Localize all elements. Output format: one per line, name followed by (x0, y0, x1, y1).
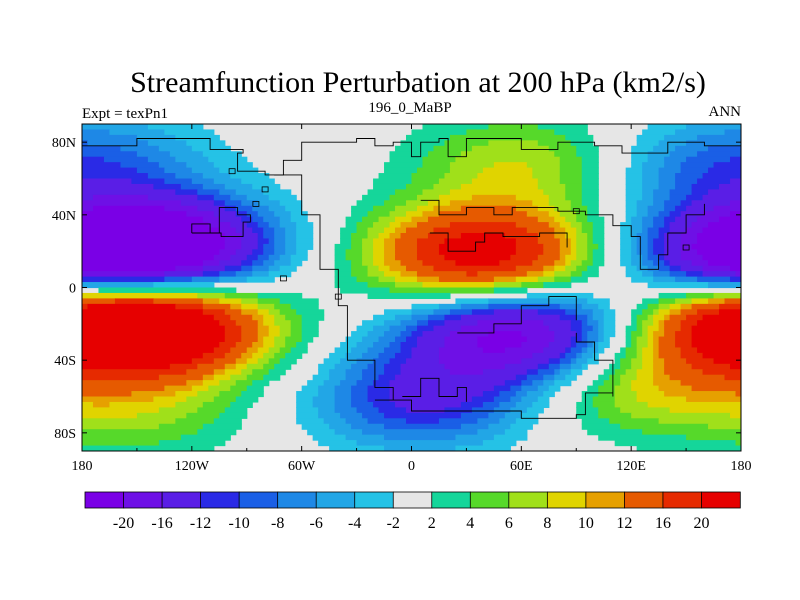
colorbar-swatch (431, 491, 471, 509)
colorbar: -20 -16 -12 -10 -8 -6 -4 -2 2 4 6 8 10 12 16 20 (84, 491, 741, 532)
lon-tick-label: 120W (175, 459, 210, 474)
colorbar-swatch (392, 491, 433, 509)
case-label: 196_0_MaBP (368, 100, 451, 116)
colorbar-swatch (277, 491, 317, 509)
lat-tick-label: 40N (52, 209, 76, 224)
colorbar-tick-label: 10 (578, 515, 594, 532)
colorbar-tick-label: 4 (466, 515, 474, 532)
latitude-axis: 80N 40N 0 40S 80S (52, 136, 741, 442)
colorbar-tick-label: -4 (348, 515, 361, 532)
lon-tick-label: 60W (288, 459, 316, 474)
colorbar-tick-label: -6 (310, 515, 323, 532)
colorbar-tick-label: -16 (151, 515, 172, 532)
lon-tick-label: 0 (408, 459, 415, 474)
lon-tick-label: 180 (731, 459, 752, 474)
colorbar-swatch (701, 491, 741, 509)
colorbar-tick-label: -12 (190, 515, 211, 532)
experiment-label: Expt = texPn1 (82, 106, 168, 122)
lon-tick-label: 180 (72, 459, 93, 474)
colorbar-swatch (161, 491, 202, 509)
colorbar-tick-label: -20 (113, 515, 134, 532)
colorbar-tick-label: -2 (387, 515, 400, 532)
colorbar-tick-label: -8 (271, 515, 284, 532)
lon-tick-label: 120E (616, 459, 646, 474)
contour-field (82, 124, 741, 451)
lat-tick-label: 40S (54, 354, 76, 369)
colorbar-tick-label: 20 (693, 515, 709, 532)
colorbar-swatch (238, 491, 279, 509)
colorbar-tick-label: 16 (655, 515, 671, 532)
colorbar-swatch (624, 491, 664, 509)
colorbar-swatch (546, 491, 587, 509)
lat-tick-label: 80N (52, 136, 76, 151)
colorbar-swatch (585, 491, 626, 509)
colorbar-tick-label: 2 (428, 515, 436, 532)
colorbar-tick-label: 8 (543, 515, 551, 532)
lon-tick-label: 60E (510, 459, 533, 474)
lat-tick-label: 80S (54, 427, 76, 442)
colorbar-tick-label: -10 (228, 515, 249, 532)
colorbar-swatch (662, 491, 703, 509)
coastline-outline (82, 138, 741, 419)
colorbar-swatch (354, 491, 394, 509)
colorbar-swatch (200, 491, 240, 509)
colorbar-swatch (84, 491, 125, 509)
colorbar-swatch (508, 491, 549, 509)
season-label: ANN (709, 104, 742, 120)
lat-tick-label: 0 (69, 282, 76, 297)
figure-title: Streamfunction Perturbation at 200 hPa (… (130, 66, 706, 99)
colorbar-swatch (469, 491, 510, 509)
colorbar-tick-label: 12 (616, 515, 632, 532)
colorbar-swatch (123, 491, 163, 509)
longitude-axis: 180 120W 60W 0 60E 120E 180 (72, 124, 752, 474)
colorbar-swatch (315, 491, 356, 509)
colorbar-tick-label: 6 (505, 515, 513, 532)
